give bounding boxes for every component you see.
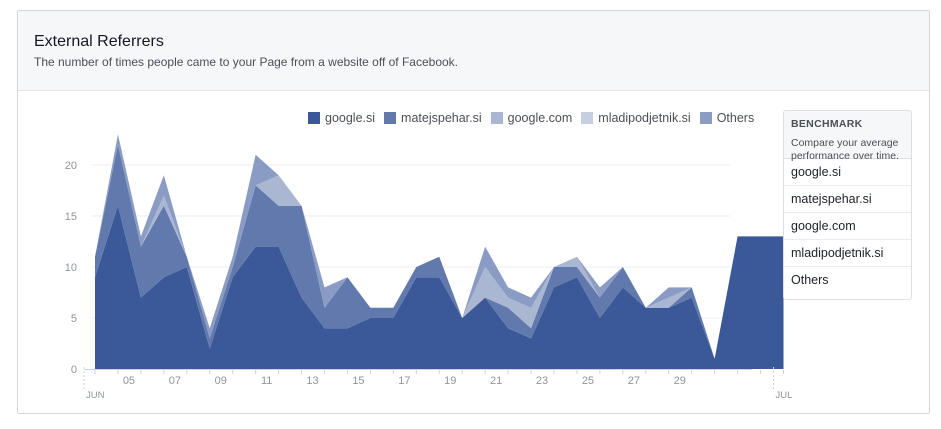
legend-label: mladipodjetnik.si [598,111,691,125]
legend-item-google-com[interactable]: google.com [490,111,573,125]
x-tick-label: 17 [398,375,410,387]
x-tick-label: 29 [674,375,686,387]
legend-item-matejspehar-si[interactable]: matejspehar.si [384,111,482,125]
y-tick-label: 10 [65,262,77,274]
month-marker-label: JUN [86,390,105,401]
legend-swatch [384,112,397,124]
y-tick-label: 20 [65,160,77,172]
y-tick-label: 15 [65,211,77,223]
x-tick-label: 25 [582,375,594,387]
legend-swatch [308,112,320,124]
benchmark-item-google-com[interactable]: google.com [784,213,911,240]
y-tick-label: 5 [71,313,77,325]
area-series-matejspehar-si [95,144,784,359]
month-marker-label: JUL [776,390,793,401]
benchmark-description: Compare your average performance over ti… [791,137,899,162]
legend-label: google.com [507,111,573,125]
benchmark-title: BENCHMARK [791,118,863,130]
x-tick-label: 11 [261,375,272,387]
chart-legend: google.si matejspehar.si google.com mladipo… [308,110,763,126]
x-tick-label: 09 [215,375,227,387]
legend-label: Others [716,111,755,125]
x-tick-label: 27 [628,375,640,387]
benchmark-item-others[interactable]: Others [791,273,829,287]
x-tick-label: 23 [536,375,548,387]
legend-item-google-si[interactable]: google.si [308,111,375,125]
legend-label: google.si [325,111,376,125]
panel-header: External Referrers The number of times p… [18,11,929,91]
legend-swatch [581,112,594,124]
y-tick-label: 0 [71,364,77,376]
legend-label: matejspehar.si [401,111,482,125]
x-tick-label: 21 [490,375,502,387]
x-tick-label: 07 [169,375,181,387]
x-tick-label: 05 [123,375,135,387]
benchmark-item-matejspehar-si[interactable]: matejspehar.si [784,186,911,213]
benchmark-panel: BENCHMARK Compare your average performan… [783,110,912,300]
panel-subtitle: The number of times people came to your … [34,55,459,69]
x-tick-label: 15 [352,375,364,387]
legend-item-mladipodjetnik-si[interactable]: mladipodjetnik.si [581,111,691,125]
x-tick-label: 13 [306,375,318,387]
x-tick-label: 19 [444,375,456,387]
benchmark-item-google-si[interactable]: google.si [784,159,911,186]
benchmark-header: BENCHMARK Compare your average performan… [784,111,911,162]
benchmark-item-mladipodjetnik-si[interactable]: mladipodjetnik.si [784,240,911,267]
legend-swatch [490,112,503,124]
legend-swatch [699,112,712,124]
panel-title: External Referrers [34,33,164,50]
legend-item-others[interactable]: Others [699,111,755,125]
